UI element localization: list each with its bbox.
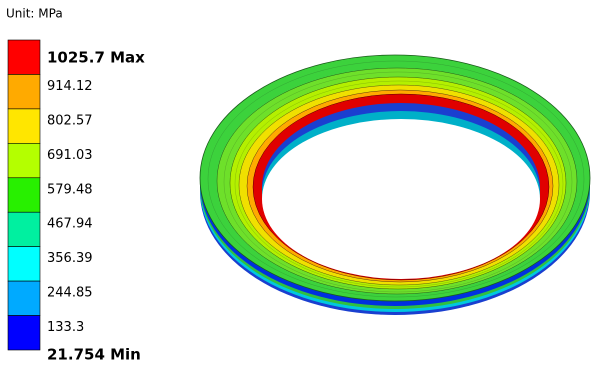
- legend-band: [8, 40, 40, 74]
- legend-band: [8, 74, 40, 108]
- legend-band: [8, 212, 40, 246]
- legend-label: 1025.7 Max: [47, 49, 145, 67]
- legend-label: 356.39: [47, 251, 93, 266]
- legend-band: [8, 178, 40, 212]
- legend-label: 579.48: [47, 182, 93, 197]
- legend-band: [8, 316, 40, 350]
- legend-band: [8, 143, 40, 177]
- legend-band: [8, 247, 40, 281]
- legend-label: 21.754 Min: [47, 346, 141, 364]
- legend-label: 802.57: [47, 113, 93, 128]
- unit-label: Unit: MPa: [6, 7, 63, 21]
- result-view: Unit: MPa 1025.7 Max 914.12 802.57 691.03 57…: [0, 0, 595, 370]
- legend-label: 244.85: [47, 286, 93, 301]
- legend: 1025.7 Max 914.12 802.57 691.03 579.48 467.94…: [8, 40, 145, 364]
- legend-band: [8, 281, 40, 315]
- legend-label: 467.94: [47, 217, 93, 232]
- ring-model: [200, 55, 590, 315]
- legend-label: 691.03: [47, 148, 93, 163]
- legend-band: [8, 109, 40, 143]
- legend-label: 133.3: [47, 320, 84, 335]
- legend-label: 914.12: [47, 79, 93, 94]
